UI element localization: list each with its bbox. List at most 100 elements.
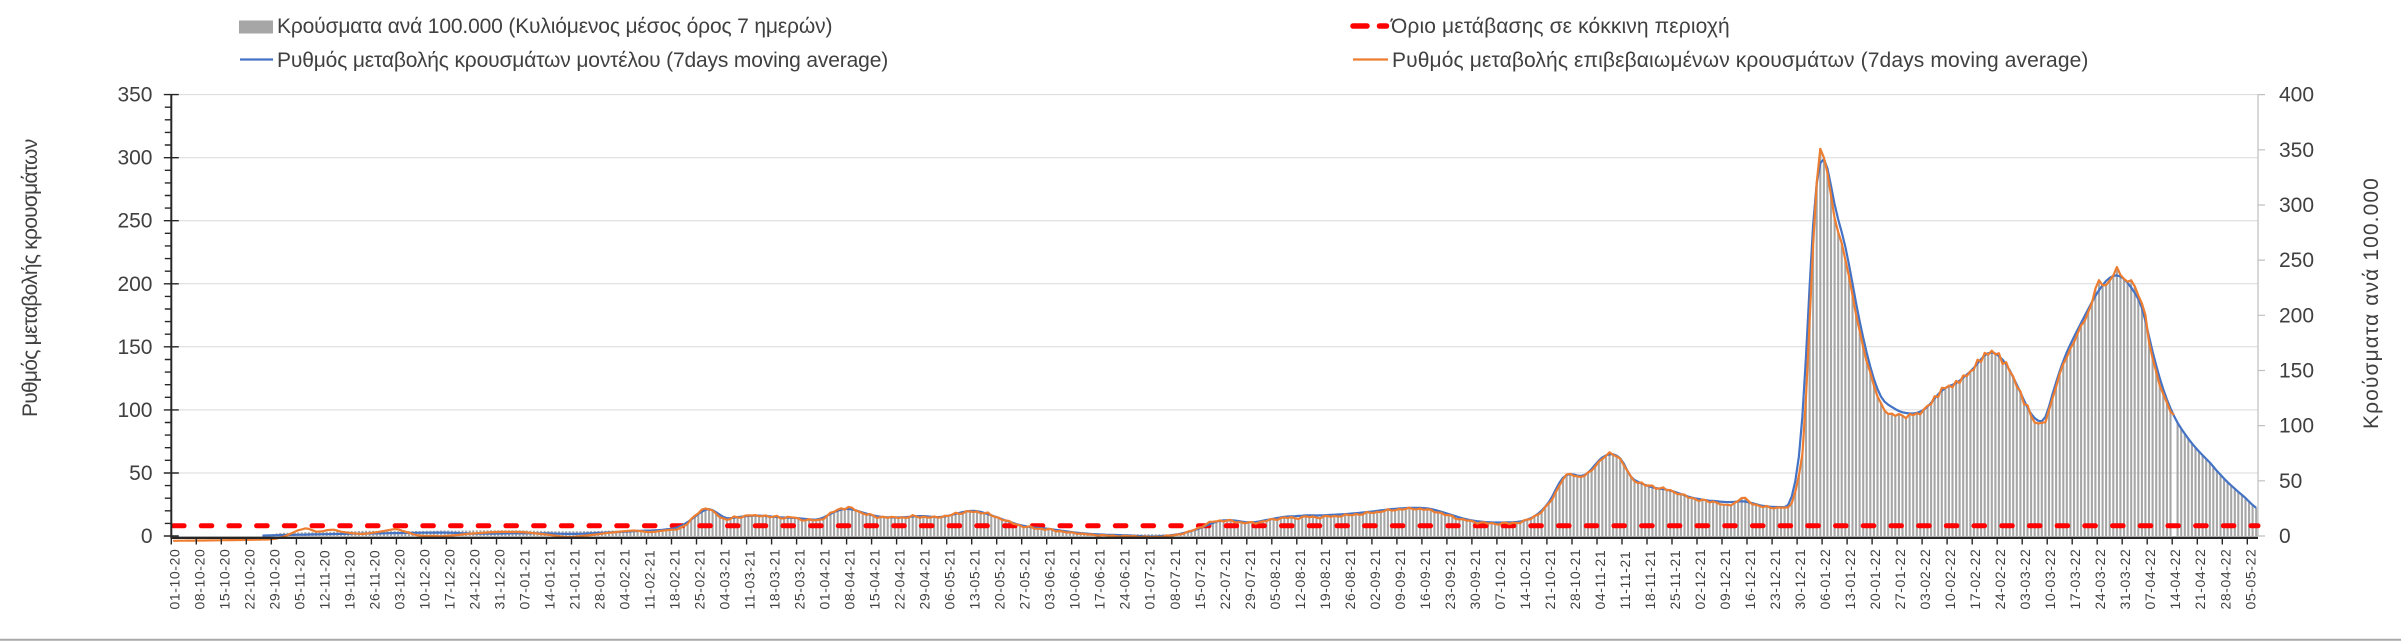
svg-text:17-12-20: 17-12-20: [441, 549, 457, 610]
svg-text:18-03-21: 18-03-21: [767, 549, 783, 610]
svg-text:350: 350: [2279, 139, 2314, 162]
svg-text:Κρούσματα ανά 100.000 (Κυλιόμε: Κρούσματα ανά 100.000 (Κυλιόμενος μέσος …: [277, 15, 832, 38]
svg-text:23-12-21: 23-12-21: [1767, 549, 1783, 610]
svg-text:11-03-21: 11-03-21: [742, 550, 758, 610]
svg-text:150: 150: [2279, 360, 2314, 383]
svg-text:07-10-21: 07-10-21: [1492, 549, 1508, 610]
svg-text:10-03-22: 10-03-22: [2042, 549, 2058, 610]
svg-text:23-09-21: 23-09-21: [1442, 549, 1458, 610]
svg-text:100: 100: [117, 399, 152, 422]
svg-text:19-11-20: 19-11-20: [341, 550, 357, 610]
svg-text:Όριο μετάβασης σε κόκκινη περι: Όριο μετάβασης σε κόκκινη περιοχή: [1390, 15, 1730, 38]
svg-text:05-08-21: 05-08-21: [1267, 549, 1283, 610]
svg-text:150: 150: [117, 336, 152, 359]
svg-text:17-02-22: 17-02-22: [1967, 549, 1983, 610]
svg-text:11-11-21: 11-11-21: [1617, 551, 1633, 610]
svg-text:14-10-21: 14-10-21: [1517, 549, 1533, 610]
svg-text:19-08-21: 19-08-21: [1317, 549, 1333, 610]
svg-text:02-12-21: 02-12-21: [1692, 549, 1708, 610]
svg-text:Ρυθμός μεταβολής κρουσμάτων μο: Ρυθμός μεταβολής κρουσμάτων μοντέλου (7d…: [277, 49, 888, 72]
svg-text:18-02-21: 18-02-21: [667, 549, 683, 610]
svg-text:30-12-21: 30-12-21: [1792, 549, 1808, 610]
svg-text:300: 300: [2279, 194, 2314, 217]
svg-text:02-09-21: 02-09-21: [1367, 549, 1383, 610]
svg-text:100: 100: [2279, 415, 2314, 438]
svg-text:29-04-21: 29-04-21: [917, 549, 933, 610]
svg-text:10-02-22: 10-02-22: [1942, 549, 1958, 610]
svg-text:27-01-22: 27-01-22: [1892, 549, 1908, 610]
svg-text:Ρυθμός μεταβολής επιβεβαιωμένω: Ρυθμός μεταβολής επιβεβαιωμένων κρουσμάτ…: [1392, 49, 2089, 72]
svg-text:01-10-20: 01-10-20: [166, 549, 182, 610]
svg-text:11-02-21: 11-02-21: [642, 550, 658, 610]
svg-text:21-01-21: 21-01-21: [567, 549, 583, 610]
svg-text:04-02-21: 04-02-21: [617, 549, 633, 610]
svg-text:06-01-22: 06-01-22: [1817, 549, 1833, 610]
svg-text:01-04-21: 01-04-21: [817, 549, 833, 610]
svg-text:28-01-21: 28-01-21: [592, 549, 608, 610]
svg-text:24-12-20: 24-12-20: [466, 549, 482, 610]
svg-text:17-03-22: 17-03-22: [2067, 549, 2083, 610]
svg-text:24-06-21: 24-06-21: [1117, 549, 1133, 610]
svg-text:14-04-22: 14-04-22: [2167, 549, 2183, 610]
svg-text:03-03-22: 03-03-22: [2017, 549, 2033, 610]
svg-text:08-07-21: 08-07-21: [1167, 549, 1183, 610]
svg-text:17-06-21: 17-06-21: [1092, 549, 1108, 610]
svg-text:22-04-21: 22-04-21: [892, 549, 908, 610]
svg-text:01-07-21: 01-07-21: [1142, 549, 1158, 610]
svg-text:Ρυθμός μεταβολής κρουσμάτων: Ρυθμός μεταβολής κρουσμάτων: [19, 139, 42, 417]
svg-text:16-12-21: 16-12-21: [1742, 549, 1758, 610]
svg-text:400: 400: [2279, 84, 2314, 107]
svg-text:15-10-20: 15-10-20: [216, 549, 232, 610]
svg-text:03-02-22: 03-02-22: [1917, 549, 1933, 610]
svg-text:0: 0: [141, 525, 153, 548]
svg-text:200: 200: [117, 273, 152, 296]
svg-text:09-09-21: 09-09-21: [1392, 549, 1408, 610]
svg-text:20-05-21: 20-05-21: [992, 549, 1008, 610]
svg-text:50: 50: [2279, 470, 2302, 493]
svg-text:07-01-21: 07-01-21: [517, 549, 533, 610]
svg-text:18-11-21: 18-11-21: [1642, 550, 1658, 610]
svg-text:50: 50: [129, 462, 152, 485]
svg-text:08-10-20: 08-10-20: [191, 549, 207, 610]
svg-text:28-04-22: 28-04-22: [2217, 549, 2233, 610]
svg-text:05-11-20: 05-11-20: [291, 550, 307, 610]
svg-text:350: 350: [117, 84, 152, 107]
svg-text:25-02-21: 25-02-21: [692, 549, 708, 610]
svg-text:26-11-20: 26-11-20: [366, 550, 382, 610]
svg-text:15-04-21: 15-04-21: [867, 549, 883, 610]
svg-text:16-09-21: 16-09-21: [1417, 549, 1433, 610]
svg-text:250: 250: [117, 210, 152, 233]
svg-text:09-12-21: 09-12-21: [1717, 549, 1733, 610]
svg-text:04-11-21: 04-11-21: [1592, 550, 1608, 610]
svg-text:Κρούσματα ανά 100.000: Κρούσματα ανά 100.000: [2360, 177, 2383, 429]
svg-text:05-05-22: 05-05-22: [2242, 549, 2258, 610]
svg-text:29-07-21: 29-07-21: [1242, 549, 1258, 610]
svg-text:06-05-21: 06-05-21: [942, 549, 958, 610]
svg-text:08-04-21: 08-04-21: [842, 549, 858, 610]
svg-text:29-10-20: 29-10-20: [266, 549, 282, 610]
svg-text:25-11-21: 25-11-21: [1667, 550, 1683, 610]
svg-text:22-07-21: 22-07-21: [1217, 549, 1233, 610]
svg-text:26-08-21: 26-08-21: [1342, 549, 1358, 610]
svg-text:04-03-21: 04-03-21: [717, 549, 733, 610]
svg-text:15-07-21: 15-07-21: [1192, 549, 1208, 610]
svg-text:14-01-21: 14-01-21: [542, 549, 558, 610]
svg-text:27-05-21: 27-05-21: [1017, 549, 1033, 610]
svg-text:21-04-22: 21-04-22: [2192, 549, 2208, 610]
svg-text:0: 0: [2279, 525, 2291, 548]
svg-text:25-03-21: 25-03-21: [792, 549, 808, 610]
svg-text:200: 200: [2279, 304, 2314, 327]
svg-text:250: 250: [2279, 249, 2314, 272]
svg-text:13-01-22: 13-01-22: [1842, 549, 1858, 610]
svg-text:07-04-22: 07-04-22: [2142, 549, 2158, 610]
svg-text:28-10-21: 28-10-21: [1567, 549, 1583, 610]
svg-text:10-12-20: 10-12-20: [416, 549, 432, 610]
svg-text:31-03-22: 31-03-22: [2117, 549, 2133, 610]
svg-text:12-08-21: 12-08-21: [1292, 549, 1308, 610]
svg-text:22-10-20: 22-10-20: [241, 549, 257, 610]
svg-text:24-02-22: 24-02-22: [1992, 549, 2008, 610]
svg-text:03-06-21: 03-06-21: [1042, 549, 1058, 610]
svg-text:24-03-22: 24-03-22: [2092, 549, 2108, 610]
svg-text:300: 300: [117, 147, 152, 170]
svg-text:31-12-20: 31-12-20: [491, 549, 507, 610]
